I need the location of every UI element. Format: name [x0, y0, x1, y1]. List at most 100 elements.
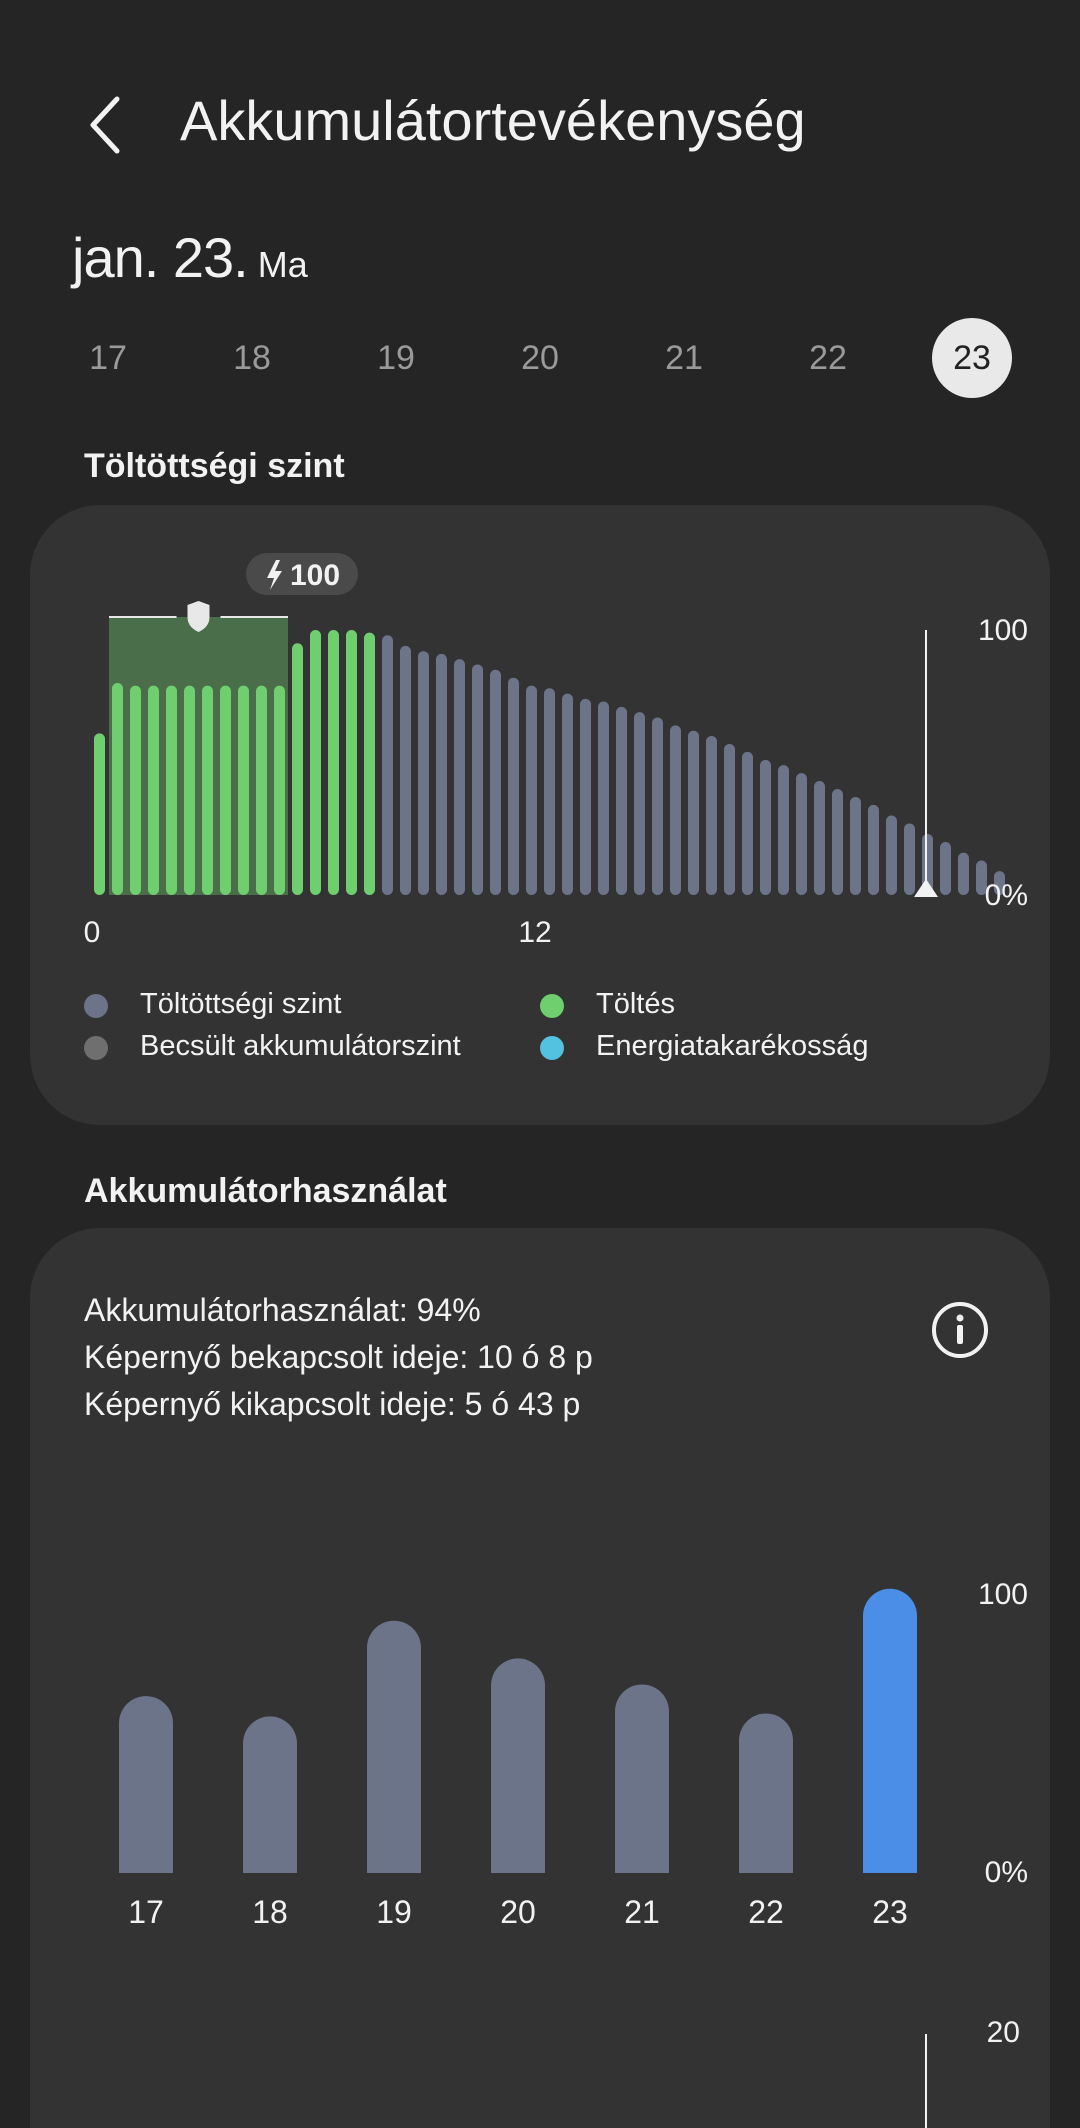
day-item-22[interactable]: 22 [809, 338, 847, 377]
level-bar [994, 871, 1005, 895]
level-bar [778, 765, 789, 895]
level-bar [238, 685, 249, 895]
level-bar [472, 664, 483, 895]
level-bar [634, 712, 645, 895]
level-bar [706, 736, 717, 895]
level-bar [310, 630, 321, 895]
screen-off-time: Képernyő kikapcsolt ideje: 5 ó 43 p [84, 1386, 581, 1422]
level-bar [400, 645, 411, 895]
usage-bar-18[interactable] [243, 1716, 297, 1873]
level-bar [256, 685, 267, 895]
level-bar [580, 698, 591, 895]
level-bar [148, 685, 159, 895]
level-bar [382, 635, 393, 895]
level-bar [328, 630, 339, 895]
level-bar [724, 743, 735, 895]
usage-bar-19[interactable] [367, 1620, 421, 1873]
legend-label-level: Töltöttségi szint [140, 988, 342, 1020]
level-bar [94, 733, 105, 895]
usage-x-label-20: 20 [500, 1894, 536, 1930]
usage-bar-22[interactable] [739, 1713, 793, 1874]
level-bar [796, 773, 807, 895]
level-bar [274, 685, 285, 895]
usage-bar-21[interactable] [615, 1684, 669, 1874]
level-chart: 100 100 0% 0 12 [84, 553, 1028, 949]
day-item-20[interactable]: 20 [521, 338, 559, 377]
bolt-icon [267, 560, 282, 590]
legend-dot-level [84, 994, 108, 1018]
level-bar [166, 685, 177, 895]
page-title: Akkumulátortevékenység [180, 89, 806, 152]
level-bar [454, 659, 465, 895]
usage-x-label-18: 18 [252, 1894, 288, 1930]
screen-on-time: Képernyő bekapcsolt ideje: 10 ó 8 p [84, 1339, 593, 1375]
level-bar [940, 842, 951, 895]
level-bar [886, 815, 897, 895]
x-tick-0: 0 [84, 916, 101, 949]
level-bar [598, 701, 609, 895]
level-bar [418, 651, 429, 895]
level-bar [184, 685, 195, 895]
x-tick-12: 12 [518, 916, 551, 949]
app-header: Akkumulátortevékenység [0, 60, 1080, 190]
day-item-17[interactable]: 17 [89, 338, 127, 377]
level-section-title: Töltöttségi szint [84, 447, 345, 485]
level-bar [904, 823, 915, 895]
day-item-21[interactable]: 21 [665, 338, 703, 377]
level-bar [436, 653, 447, 895]
usage-total: Akkumulátorhasználat: 94% [84, 1292, 481, 1328]
selected-date: jan. 23. Ma [72, 225, 308, 290]
chevron-left-icon [90, 96, 120, 154]
now-marker [914, 879, 938, 897]
level-bar [508, 677, 519, 895]
date-day-label: Ma [257, 244, 308, 285]
usage-x-label-21: 21 [624, 1894, 660, 1930]
usage-x-label-17: 17 [128, 1894, 164, 1930]
level-bar [760, 759, 771, 895]
charge-badge-value: 100 [290, 559, 340, 592]
legend-label-estimated: Becsült akkumulátorszint [140, 1030, 461, 1062]
usage-x-label-23: 23 [872, 1894, 908, 1930]
level-bar [544, 688, 555, 895]
legend-label-power-saving: Energiatakarékosság [596, 1030, 869, 1062]
level-chart-card: 100 100 0% 0 12 Töltöttségi szint Töltés… [30, 505, 1050, 1125]
day-item-19[interactable]: 19 [377, 338, 415, 377]
level-bar [688, 730, 699, 895]
day-selector: 17 18 19 20 21 22 23 [0, 318, 1080, 398]
usage-chart-card: Akkumulátorhasználat: 94% Képernyő bekap… [30, 1228, 1050, 2128]
level-bar [958, 852, 969, 895]
level-bar [670, 725, 681, 895]
usage-bar-17[interactable] [119, 1696, 173, 1873]
level-bar [616, 706, 627, 895]
day-item-23[interactable]: 23 [932, 318, 1012, 398]
level-bar [814, 781, 825, 895]
back-button[interactable] [70, 90, 140, 160]
level-bar [112, 683, 123, 895]
y-label-top: 100 [978, 614, 1028, 647]
legend-dot-charging [540, 994, 564, 1018]
level-bar [742, 751, 753, 895]
usage-section-title: Akkumulátorhasználat [84, 1172, 447, 1210]
level-bar [346, 630, 357, 895]
level-bar [490, 669, 501, 895]
usage-y-label-bottom: 0% [985, 1856, 1028, 1889]
usage-y-label-top: 100 [978, 1578, 1028, 1611]
level-bar [922, 834, 933, 895]
level-bar [562, 693, 573, 895]
level-bar [652, 717, 663, 895]
level-bar [202, 685, 213, 895]
shield-icon [187, 601, 210, 632]
level-bar [130, 685, 141, 895]
level-bar [850, 796, 861, 895]
usage-bar-23[interactable] [863, 1588, 917, 1873]
legend-dot-estimated [84, 1036, 108, 1060]
level-bar [976, 860, 987, 895]
legend-dot-power-saving [540, 1036, 564, 1060]
info-icon[interactable] [930, 1300, 990, 1360]
date-main: jan. 23. [72, 226, 249, 289]
level-bar [868, 804, 879, 895]
usage-bar-20[interactable] [491, 1658, 545, 1873]
usage-chart: 17 18 19 20 21 22 23 100 0% 20 [119, 1578, 1028, 2128]
day-item-18[interactable]: 18 [233, 338, 271, 377]
level-bar [832, 789, 843, 895]
